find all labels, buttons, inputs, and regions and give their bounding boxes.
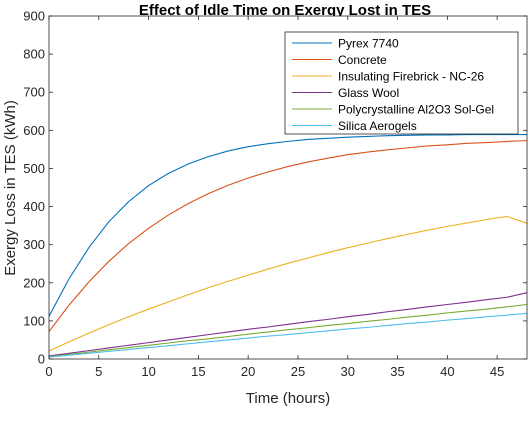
axes-box (48, 15, 528, 360)
x-tick-label-8: 40 (440, 364, 454, 379)
series-line-2 (48, 215, 528, 352)
series-line-4 (48, 303, 528, 358)
y-tick-label-5: 500 (23, 161, 45, 176)
y-tick-label-4: 400 (23, 199, 45, 214)
legend-label-1: Concrete (338, 53, 387, 67)
y-tick-label-1: 100 (23, 313, 45, 328)
legend-label-4: Polycrystalline Al2O3 Sol-Gel (338, 103, 494, 117)
chart-title: Effect of Idle Time on Exergy Lost in TE… (139, 2, 431, 19)
series-line-5 (48, 312, 528, 358)
x-tick-label-3: 15 (191, 364, 205, 379)
x-tick-label-7: 35 (390, 364, 404, 379)
x-tick-label-5: 25 (291, 364, 305, 379)
x-tick-label-2: 10 (141, 364, 155, 379)
legend-label-0: Pyrex 7740 (338, 37, 399, 51)
legend: Pyrex 7740 Concrete Insulating Firebrick -… (284, 31, 519, 135)
x-tick-label-9: 45 (490, 364, 504, 379)
axes-layer: 0 5 10 15 20 25 30 35 40 45 0 100 200 300 400 500 600 700… (23, 9, 528, 379)
x-tick-label-6: 30 (341, 364, 355, 379)
x-tick-label-0: 0 (45, 364, 52, 379)
y-axis-label: Exergy Loss in TES (kWh) (2, 100, 19, 276)
legend-box (284, 31, 519, 135)
series-line-3 (48, 292, 528, 357)
x-tick-label-4: 20 (241, 364, 255, 379)
legend-label-5: Silica Aerogels (338, 119, 417, 133)
y-tick-label-9: 900 (23, 9, 45, 24)
y-tick-label-0: 0 (38, 352, 45, 367)
series-line-0 (48, 133, 527, 317)
y-tick-label-8: 800 (23, 47, 45, 62)
y-tick-label-3: 300 (23, 237, 45, 252)
series-line-1 (48, 140, 528, 332)
x-axis-label: Time (hours) (246, 390, 330, 407)
legend-label-3: Glass Wool (338, 86, 399, 100)
series-layer (48, 133, 528, 358)
x-tick-label-1: 5 (95, 364, 102, 379)
legend-label-2: Insulating Firebrick - NC-26 (338, 70, 484, 84)
y-tick-label-2: 200 (23, 275, 45, 290)
y-tick-label-6: 600 (23, 123, 45, 138)
y-tick-label-7: 700 (23, 85, 45, 100)
